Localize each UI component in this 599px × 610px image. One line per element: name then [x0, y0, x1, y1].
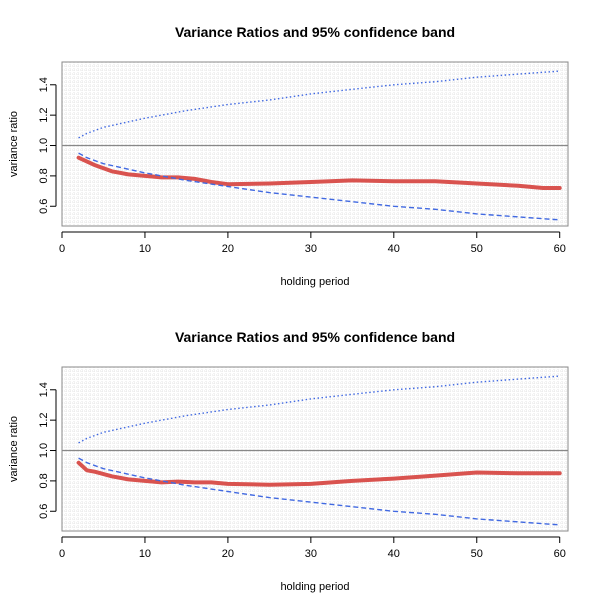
- x-tick-label: 60: [554, 243, 566, 255]
- y-axis: 0.6 0.8 1.0 1.2 1.4: [38, 382, 57, 519]
- y-tick-label: 1.2: [38, 107, 50, 122]
- x-tick-label: 20: [222, 243, 234, 255]
- y-tick-label: 1.0: [38, 138, 50, 153]
- series-line-variance-ratio: [76, 460, 562, 487]
- plot-frame: [61, 366, 569, 532]
- y-tick-label: 0.6: [38, 504, 50, 519]
- x-tick-label: 0: [59, 548, 65, 560]
- y-axis-label: variance ratio: [8, 111, 20, 177]
- series-line-variance-ratio: [76, 155, 562, 190]
- chart-title: Variance Ratios and 95% confidence band: [175, 329, 455, 345]
- y-tick-label: 0.8: [38, 473, 50, 488]
- x-axis-label: holding period: [280, 581, 349, 593]
- grid: [61, 366, 568, 532]
- x-tick-label: 30: [305, 548, 317, 560]
- x-tick-label: 50: [471, 548, 483, 560]
- plot-frame: [61, 61, 569, 227]
- x-tick-label: 40: [388, 243, 400, 255]
- series-line-lower-band: [78, 457, 560, 526]
- chart-top-svg: Variance Ratios and 95% confidence band 0…: [8, 24, 569, 288]
- chart-top: Variance Ratios and 95% confidence band 0…: [8, 24, 569, 288]
- series-line-upper-band: [78, 375, 560, 444]
- x-tick-label: 40: [388, 548, 400, 560]
- series-line-upper-band: [78, 70, 560, 139]
- x-tick-label: 0: [59, 243, 65, 255]
- x-tick-label: 60: [554, 548, 566, 560]
- x-tick-label: 30: [305, 243, 317, 255]
- x-tick-label: 10: [139, 243, 151, 255]
- x-tick-label: 20: [222, 548, 234, 560]
- grid: [61, 61, 568, 227]
- y-axis-label: variance ratio: [8, 416, 20, 482]
- series-line-lower-band: [78, 152, 560, 221]
- y-tick-label: 0.6: [38, 199, 50, 214]
- chart-bottom-svg: Variance Ratios and 95% confidence band 0…: [8, 329, 569, 593]
- x-axis: 0 10 20 30 40 50 60: [59, 231, 566, 255]
- y-tick-label: 0.8: [38, 168, 50, 183]
- x-tick-label: 50: [471, 243, 483, 255]
- chart-title: Variance Ratios and 95% confidence band: [175, 24, 455, 40]
- y-tick-label: 1.4: [38, 382, 50, 397]
- x-axis: 0 10 20 30 40 50 60: [59, 536, 566, 560]
- y-tick-label: 1.4: [38, 77, 50, 92]
- x-tick-label: 10: [139, 548, 151, 560]
- chart-bottom: Variance Ratios and 95% confidence band 0…: [0, 305, 599, 610]
- x-axis-label: holding period: [280, 276, 349, 288]
- y-tick-label: 1.0: [38, 443, 50, 458]
- y-axis: 0.6 0.8 1.0 1.2 1.4: [38, 77, 57, 214]
- y-tick-label: 1.2: [38, 412, 50, 427]
